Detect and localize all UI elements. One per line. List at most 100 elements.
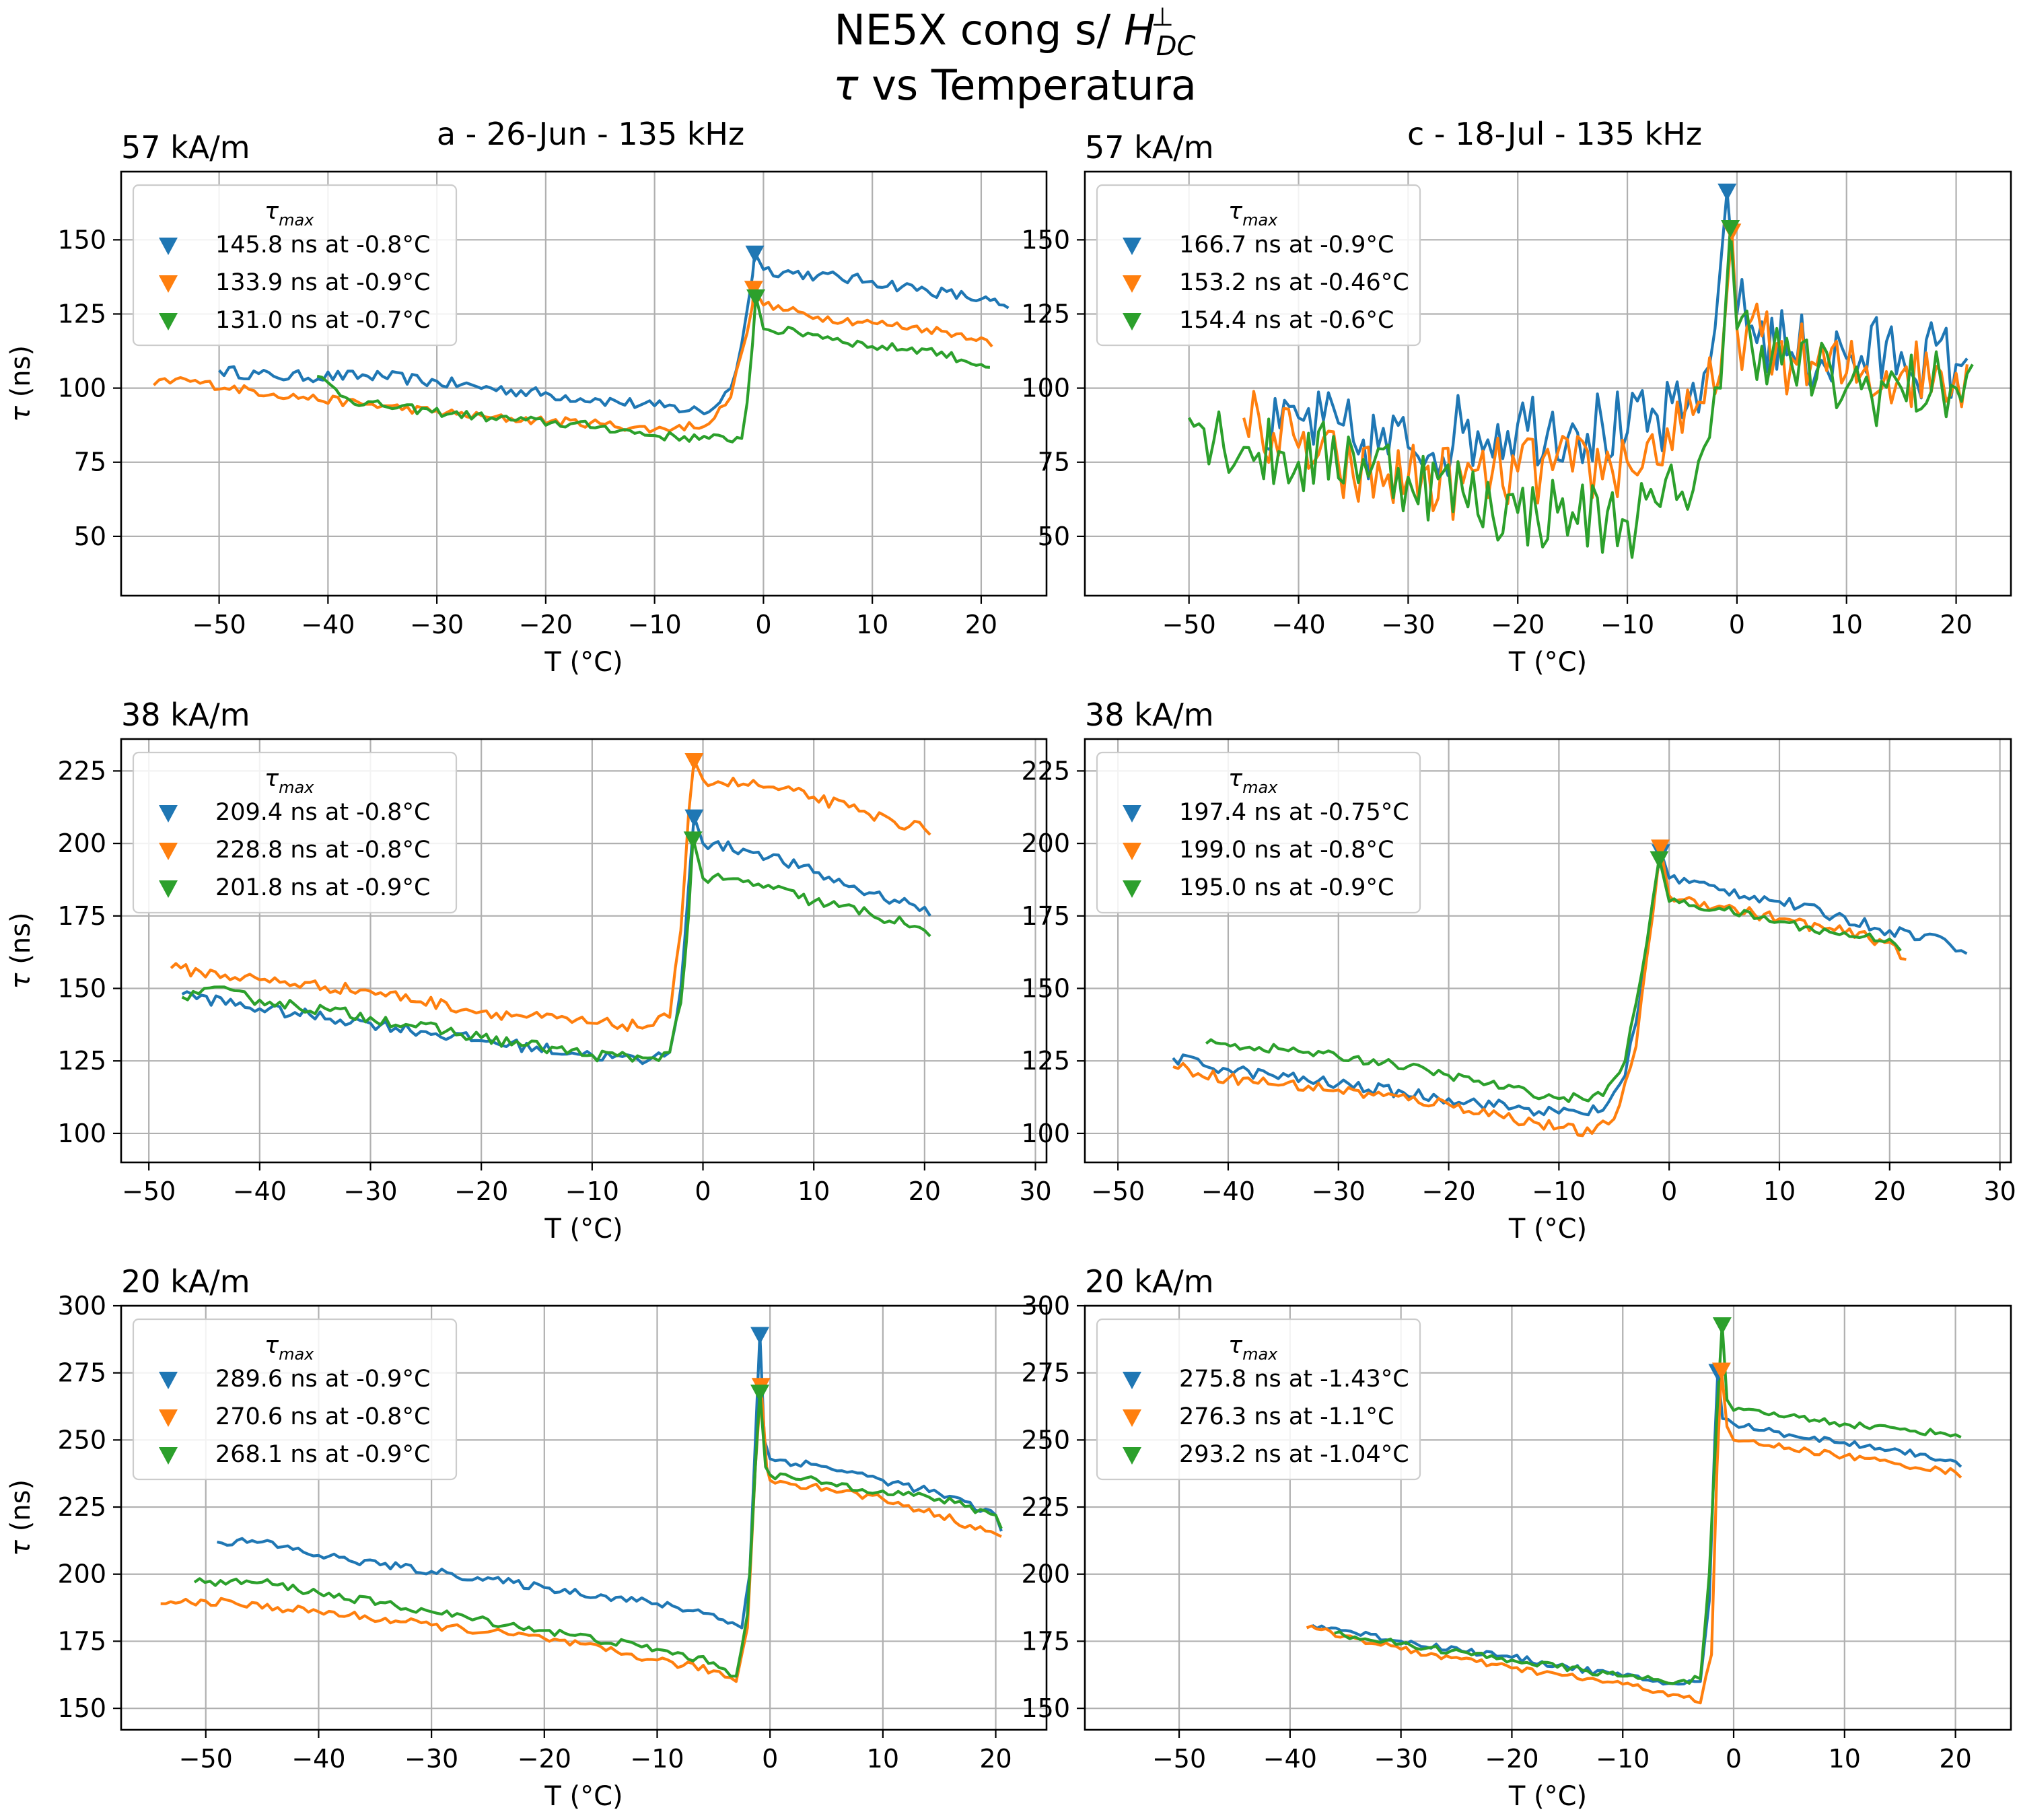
x-tick-label: −10: [628, 610, 682, 639]
y-tick-label: 200: [57, 1560, 106, 1589]
max-marker-1: [1717, 183, 1737, 201]
y-tick-label: 150: [57, 225, 106, 254]
series-line-3: [1187, 225, 1974, 559]
figure-subtitle-tau: τ: [833, 61, 859, 110]
legend-marker-3: [1123, 313, 1141, 330]
figure-subtitle-text: vs Temperatura: [858, 61, 1196, 110]
legend-marker-3: [159, 313, 178, 330]
legend-entry-3: 201.8 ns at -0.9°C: [215, 874, 430, 901]
y-tick-label: 100: [1021, 374, 1070, 403]
x-axis-label: T (°C): [544, 647, 623, 678]
y-tick-label: 150: [1021, 974, 1070, 1004]
x-tick-label: −10: [1600, 610, 1654, 639]
series-line-1: [1172, 849, 1968, 1117]
legend-entry-3: 293.2 ns at -1.04°C: [1179, 1441, 1409, 1468]
x-tick-label: −50: [1091, 1177, 1145, 1206]
panel-title: a - 26-Jun - 135 kHz: [437, 116, 744, 152]
field-label: 38 kA/m: [1085, 697, 1214, 733]
x-tick-label: −30: [410, 610, 464, 639]
x-tick-label: 10: [867, 1744, 899, 1774]
panel-1: −50 −40 −30 −20 −10 0 10 20 50 75 100 125 150 T (°C) τ…: [5, 116, 1048, 678]
legend-entry-1: 145.8 ns at -0.8°C: [215, 232, 430, 258]
y-tick-label: 50: [1038, 522, 1070, 551]
y-tick-label: 150: [1021, 1693, 1070, 1723]
y-tick-label: 150: [57, 1693, 106, 1723]
x-tick-label: −50: [122, 1177, 176, 1206]
legend-title: τmax: [1228, 1332, 1278, 1364]
max-marker-3: [746, 289, 766, 308]
x-tick-label: 10: [1831, 610, 1863, 639]
series-line-2: [153, 286, 993, 434]
plot-frame: [1084, 1304, 2012, 1731]
legend-entry-2: 276.3 ns at -1.1°C: [1179, 1403, 1394, 1430]
legend-marker-2: [1123, 275, 1141, 293]
legend-box: [132, 1318, 458, 1481]
y-tick-label: 250: [1021, 1425, 1070, 1455]
series-line-3: [1334, 1323, 1962, 1685]
grid: [1085, 172, 2011, 596]
x-tick-label: 20: [1940, 610, 1972, 639]
legend-title: τmax: [264, 1332, 314, 1364]
panel-4: −50 −40 −30 −20 −10 0 10 20 30 100 125 150 175 200 225…: [1021, 697, 2016, 1245]
y-axis-label: τ (ns): [5, 912, 36, 989]
y-axis-label: τ (ns): [5, 345, 36, 422]
x-tick-label: 0: [695, 1177, 711, 1206]
plot-frame: [120, 170, 1048, 597]
legend-title: τmax: [1228, 765, 1278, 797]
legend-marker-1: [159, 805, 178, 823]
legend-marker-2: [159, 843, 178, 860]
x-tick-label: −30: [343, 1177, 397, 1206]
x-tick-label: 0: [1729, 610, 1745, 639]
x-tick-label: −40: [1263, 1744, 1317, 1774]
series-line-2: [1242, 229, 1969, 521]
plot-frame: [1084, 738, 2012, 1164]
legend-marker-2: [1123, 843, 1141, 860]
legend-box: [1096, 751, 1421, 914]
max-marker-1: [750, 1327, 770, 1345]
x-tick-label: −20: [1491, 610, 1545, 639]
y-tick-label: 275: [57, 1358, 106, 1388]
legend-entry-2: 133.9 ns at -0.9°C: [215, 269, 430, 296]
x-tick-label: 30: [1019, 1177, 1051, 1206]
x-tick-label: −20: [1485, 1744, 1538, 1774]
y-tick-label: 225: [57, 1492, 106, 1522]
y-tick-label: 175: [1021, 901, 1070, 931]
x-tick-label: 20: [965, 610, 997, 639]
series-line-1: [217, 1332, 1003, 1630]
series-line-3: [316, 294, 991, 444]
field-label: 57 kA/m: [121, 129, 250, 166]
y-tick-label: 125: [57, 1046, 106, 1076]
max-marker-2: [1711, 1362, 1731, 1380]
y-tick-label: 100: [57, 1119, 106, 1148]
legend-box: [1096, 184, 1421, 347]
y-tick-label: 125: [1021, 299, 1070, 328]
panel-title: c - 18-Jul - 135 kHz: [1407, 116, 1702, 152]
legend-entry-2: 270.6 ns at -0.8°C: [215, 1403, 430, 1430]
legend-box: [1096, 1318, 1421, 1481]
legend-title: τmax: [264, 198, 314, 230]
legend-box: [132, 751, 458, 914]
series-line-1: [218, 250, 1010, 415]
x-tick-label: −20: [518, 1744, 571, 1774]
x-tick-label: −40: [1271, 610, 1325, 639]
legend-entry-2: 153.2 ns at -0.46°C: [1179, 269, 1409, 296]
x-tick-label: −50: [1162, 610, 1216, 639]
series-line-3: [193, 1390, 1003, 1678]
y-tick-label: 200: [1021, 829, 1070, 858]
max-marker-1: [745, 245, 765, 263]
y-tick-label: 100: [57, 374, 106, 403]
legend-marker-1: [1123, 1372, 1141, 1389]
legend-entry-3: 195.0 ns at -0.9°C: [1179, 874, 1394, 901]
x-tick-label: −10: [565, 1177, 619, 1206]
x-tick-label: −40: [301, 610, 355, 639]
x-tick-label: −20: [454, 1177, 508, 1206]
x-tick-label: −40: [291, 1744, 345, 1774]
x-tick-label: −50: [179, 1744, 233, 1774]
field-label: 57 kA/m: [1085, 129, 1214, 166]
field-label: 38 kA/m: [121, 697, 250, 733]
x-tick-label: −30: [1374, 1744, 1428, 1774]
x-tick-label: −30: [1312, 1177, 1366, 1206]
x-axis-label: T (°C): [544, 1214, 623, 1245]
